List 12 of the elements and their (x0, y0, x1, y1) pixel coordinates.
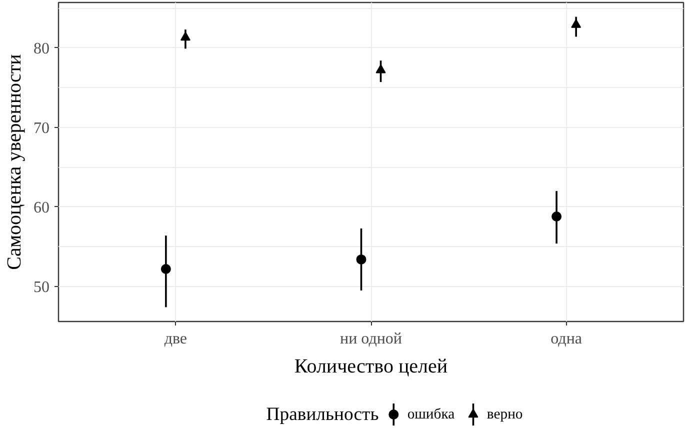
y-tick-label: 60 (34, 199, 50, 216)
legend-label: верно (486, 406, 523, 422)
x-tick-label: ни одной (340, 330, 402, 348)
x-axis-title: Количество целей (294, 356, 448, 378)
legend-label: ошибка (407, 406, 456, 422)
y-tick-label: 50 (34, 278, 50, 296)
x-tick-label: две (164, 330, 188, 348)
y-tick-label: 70 (34, 120, 50, 137)
y-axis-title: Самооценка уверенности (4, 54, 26, 270)
y-tick-label: 80 (34, 40, 50, 58)
legend-title: Правильность (266, 404, 379, 425)
x-tick-label: одна (550, 330, 582, 348)
